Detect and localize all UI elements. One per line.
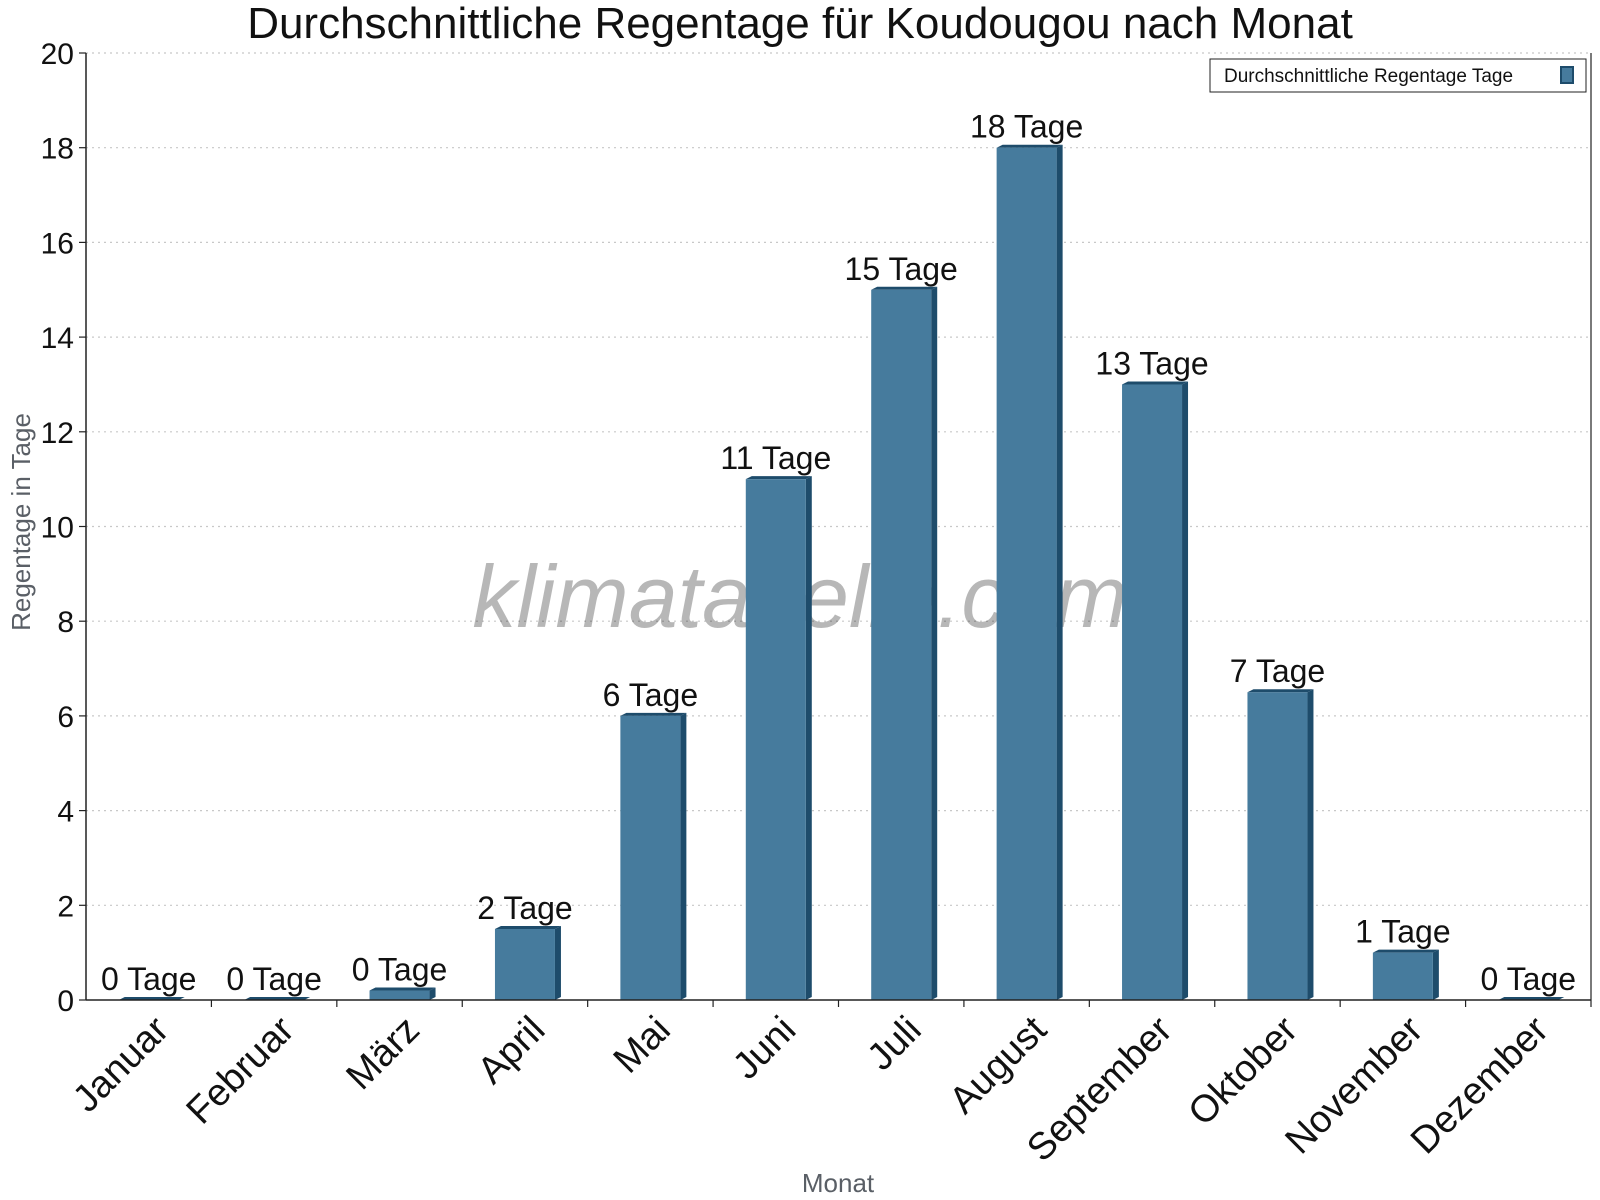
- data-label: 11 Tage: [720, 440, 831, 476]
- bar: [369, 987, 436, 1000]
- chart-title: Durchschnittliche Regentage für Koudougo…: [247, 0, 1353, 48]
- bar-top: [494, 925, 561, 929]
- bar: [1247, 689, 1314, 1000]
- bar: [996, 144, 1063, 1000]
- bar-top: [1372, 949, 1439, 953]
- bar-top: [1247, 689, 1314, 693]
- bar-side: [805, 476, 812, 1000]
- y-tick-label: 8: [57, 606, 74, 639]
- bar: [620, 712, 687, 1000]
- bar-front: [871, 289, 932, 1000]
- x-tick-labels: Januar Februar März April Mai Juni Juli AugustS…: [65, 1008, 1557, 1169]
- data-label: 7 Tage: [1230, 653, 1326, 689]
- x-tick-label: Oktober: [1181, 1008, 1307, 1134]
- bar-front: [1122, 384, 1183, 1000]
- bar: [494, 925, 561, 1000]
- bar-front: [620, 715, 681, 1000]
- data-label: 0 Tage: [101, 961, 197, 997]
- y-tick-label: 18: [41, 133, 74, 166]
- legend-box: [1209, 58, 1587, 93]
- data-label: 1 Tage: [1355, 914, 1451, 950]
- legend-label: Durchschnittliche Regentage Tage: [1224, 66, 1513, 87]
- x-tick-label: Februar: [179, 1008, 303, 1132]
- bar-side: [931, 286, 938, 1000]
- bar-side: [554, 925, 561, 1000]
- bar-front: [494, 928, 555, 1000]
- legend: Durchschnittliche Regentage Tage: [1209, 58, 1587, 93]
- bar-side: [1432, 949, 1439, 1000]
- data-label: 18 Tage: [970, 109, 1083, 145]
- bar: [871, 286, 938, 1000]
- y-tick-label: 4: [57, 796, 74, 829]
- x-axis-label: Monat: [802, 1168, 875, 1198]
- bar-top: [1122, 381, 1189, 385]
- bar: [1122, 381, 1189, 1000]
- data-label: 0 Tage: [1481, 961, 1577, 997]
- bar-side: [429, 987, 436, 1000]
- bar-side: [1307, 689, 1314, 1000]
- y-tick-label: 20: [41, 38, 74, 71]
- data-label: 0 Tage: [352, 952, 448, 988]
- data-labels: 0 Tage 0 Tage 0 Tage 2 Tage 6 Tage 11 Tage 15 …: [101, 109, 1576, 997]
- bar-front: [369, 990, 430, 1000]
- y-axis-label: Regentage in Tage: [6, 413, 36, 631]
- x-tick-label: August: [942, 1008, 1056, 1122]
- y-tick-label: 10: [41, 512, 74, 545]
- x-tick-label: Dezember: [1403, 1008, 1557, 1162]
- bar-side: [680, 712, 687, 1000]
- data-label: 13 Tage: [1095, 345, 1208, 381]
- bar-top: [745, 476, 812, 480]
- bar-front: [996, 147, 1057, 1000]
- data-label: 2 Tage: [477, 890, 573, 926]
- y-tick-label: 0: [57, 985, 74, 1018]
- bar-front: [745, 479, 806, 1000]
- data-label: 0 Tage: [226, 961, 322, 997]
- bar: [745, 476, 812, 1000]
- bar-top: [996, 144, 1063, 148]
- bars: [118, 144, 1565, 1000]
- bar-front: [1247, 692, 1308, 1000]
- data-label: 15 Tage: [845, 251, 958, 287]
- grid-lines: [79, 52, 1592, 1007]
- x-tick-label: April: [470, 1009, 553, 1092]
- axes: [85, 53, 1592, 1001]
- y-tick-label: 6: [57, 701, 74, 734]
- bar-side: [1182, 381, 1189, 1000]
- y-tick-label: 12: [41, 417, 74, 450]
- bar-top: [871, 286, 938, 290]
- y-tick-label: 16: [41, 227, 74, 260]
- y-tick-label: 14: [41, 322, 74, 355]
- bar-top: [620, 712, 687, 716]
- x-tick-label: Juli: [860, 1009, 930, 1079]
- x-tick-label: März: [338, 1009, 427, 1098]
- y-tick-labels: 0 2 4 6 8 10 12 14 16 18 20: [41, 38, 74, 1018]
- x-tick-label: Juni: [725, 1009, 804, 1088]
- bar: [1372, 949, 1439, 1000]
- x-tick-label: Januar: [65, 1008, 177, 1120]
- bar-front: [1372, 952, 1433, 1000]
- y-tick-label: 2: [57, 890, 74, 923]
- x-tick-label: Mai: [606, 1009, 679, 1082]
- bar-top: [369, 987, 436, 991]
- legend-swatch: [1560, 66, 1574, 84]
- bar-side: [1056, 144, 1063, 1000]
- data-label: 6 Tage: [603, 677, 699, 713]
